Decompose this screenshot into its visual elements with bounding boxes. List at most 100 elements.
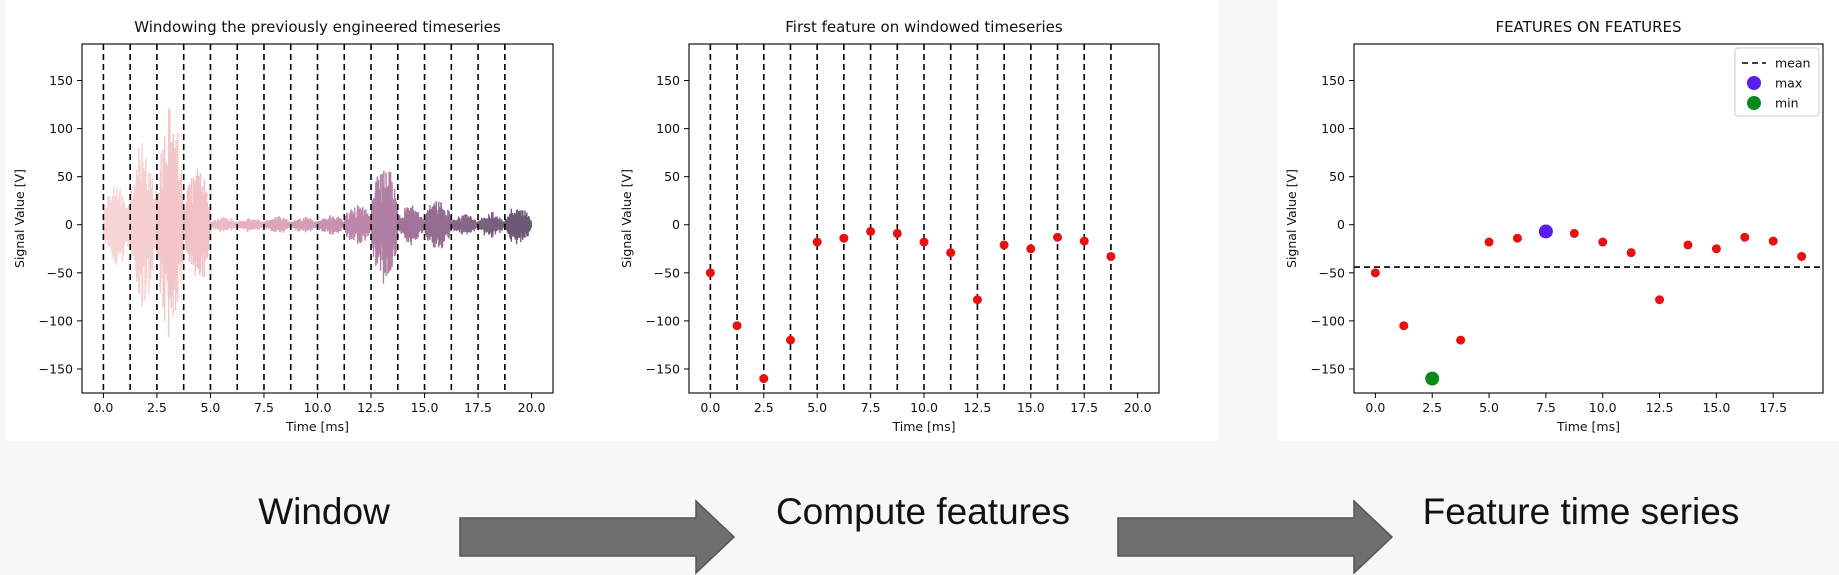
x-tick-label: 15.0 xyxy=(1702,400,1730,415)
signal-burst xyxy=(477,212,506,238)
signal-burst xyxy=(397,205,426,246)
y-tick-label: 100 xyxy=(49,121,73,136)
x-tick-label: 20.0 xyxy=(1124,400,1152,415)
data-point xyxy=(866,226,876,236)
max-point xyxy=(1538,224,1553,239)
data-point xyxy=(705,268,715,278)
y-tick-label: 150 xyxy=(656,73,680,88)
y-tick-label: 150 xyxy=(1321,73,1345,88)
data-point xyxy=(1683,240,1693,250)
data-point xyxy=(1626,248,1636,258)
data-point xyxy=(732,321,742,331)
chart-title: FEATURES ON FEATURES xyxy=(1495,18,1681,36)
x-tick-label: 17.5 xyxy=(1759,400,1787,415)
data-point xyxy=(1598,237,1608,247)
x-axis-label: Time [ms] xyxy=(1556,419,1620,434)
x-axis-label: Time [ms] xyxy=(891,419,955,434)
x-tick-label: 17.5 xyxy=(1070,400,1098,415)
x-tick-label: 15.0 xyxy=(411,400,439,415)
data-point xyxy=(1512,233,1522,243)
signal-burst xyxy=(156,108,184,338)
signal-burst xyxy=(504,208,532,245)
y-tick-label: −100 xyxy=(1311,313,1345,328)
x-tick-label: 12.5 xyxy=(963,400,991,415)
data-point xyxy=(812,237,822,247)
signal-burst xyxy=(423,201,452,249)
data-point xyxy=(759,374,769,384)
x-tick-label: 0.0 xyxy=(700,400,720,415)
data-point xyxy=(999,240,1009,250)
arrow-right-icon xyxy=(1117,499,1394,575)
y-axis-label: Signal Value [V] xyxy=(619,169,634,268)
flow-arrow-1 xyxy=(459,499,736,575)
x-tick-label: 2.5 xyxy=(754,400,774,415)
plot-area xyxy=(705,44,1116,393)
flow-step-feature-time-series: Feature time series xyxy=(1422,491,1740,532)
y-tick-label: −50 xyxy=(654,265,680,280)
data-point xyxy=(839,233,849,243)
x-tick-label: 20.0 xyxy=(518,400,546,415)
data-point xyxy=(785,335,795,345)
flow-step-compute-features: Compute features xyxy=(775,491,1071,532)
x-tick-label: 5.0 xyxy=(201,400,221,415)
x-tick-label: 0.0 xyxy=(93,400,113,415)
legend-min-swatch xyxy=(1747,96,1761,110)
y-tick-label: 50 xyxy=(1329,169,1345,184)
data-point xyxy=(1655,295,1665,305)
legend: mean max min xyxy=(1734,47,1820,117)
legend-min-label: min xyxy=(1775,96,1799,111)
signal-burst xyxy=(370,170,399,284)
x-tick-label: 2.5 xyxy=(147,400,167,415)
y-tick-label: 0 xyxy=(65,217,73,232)
data-point xyxy=(1569,228,1579,238)
data-point xyxy=(892,228,902,238)
min-point xyxy=(1425,371,1440,386)
signal-burst xyxy=(129,142,158,307)
x-axis-label: Time [ms] xyxy=(285,419,349,434)
chart-features-on-features: FEATURES ON FEATURES 0.0 2.5 5.0 7.5 10.0 12.5… xyxy=(1284,18,1824,434)
x-tick-label: 10.0 xyxy=(1589,400,1617,415)
data-point xyxy=(1026,244,1036,254)
signal-burst xyxy=(183,168,211,277)
signal-burst xyxy=(236,218,265,232)
x-tick-label: 7.5 xyxy=(254,400,274,415)
data-point xyxy=(1106,251,1116,261)
y-tick-label: 50 xyxy=(57,169,73,184)
y-axis-label: Signal Value [V] xyxy=(12,169,27,268)
y-tick-label: −150 xyxy=(1311,361,1345,376)
x-tick-label: 12.5 xyxy=(1646,400,1674,415)
data-point xyxy=(946,248,956,258)
x-tick-label: 12.5 xyxy=(357,400,385,415)
y-tick-label: 0 xyxy=(672,217,680,232)
data-point xyxy=(1768,236,1778,246)
data-point xyxy=(1079,236,1089,246)
data-point xyxy=(1797,251,1807,261)
chart-title: Windowing the previously engineered time… xyxy=(134,18,501,36)
signal-burst xyxy=(103,186,131,266)
legend-mean-label: mean xyxy=(1775,56,1810,71)
y-tick-label: 100 xyxy=(1321,121,1345,136)
flow-arrow-2 xyxy=(1117,499,1394,575)
y-tick-label: −50 xyxy=(1319,265,1345,280)
legend-max-label: max xyxy=(1775,76,1802,91)
signal-burst xyxy=(263,216,292,233)
legend-max-swatch xyxy=(1747,76,1761,90)
y-axis-label: Signal Value [V] xyxy=(1284,169,1299,268)
plot-area xyxy=(102,44,532,393)
y-tick-label: 50 xyxy=(664,169,680,184)
x-tick-label: 0.0 xyxy=(1365,400,1385,415)
signal-burst xyxy=(209,216,238,232)
data-point xyxy=(972,295,982,305)
x-tick-label: 10.0 xyxy=(910,400,938,415)
axes-frame xyxy=(1353,43,1824,394)
data-point xyxy=(1740,232,1750,242)
signal-burst xyxy=(343,205,372,244)
x-tick-label: 5.0 xyxy=(807,400,827,415)
signal-burst xyxy=(290,216,318,233)
chart-first-feature: First feature on windowed timeseries 0.0 2… xyxy=(619,18,1160,434)
data-point xyxy=(1053,232,1063,242)
arrow-right-icon xyxy=(459,499,736,575)
x-tick-label: 7.5 xyxy=(861,400,881,415)
data-point xyxy=(1456,335,1466,345)
flow-step-window: Window xyxy=(258,491,390,532)
